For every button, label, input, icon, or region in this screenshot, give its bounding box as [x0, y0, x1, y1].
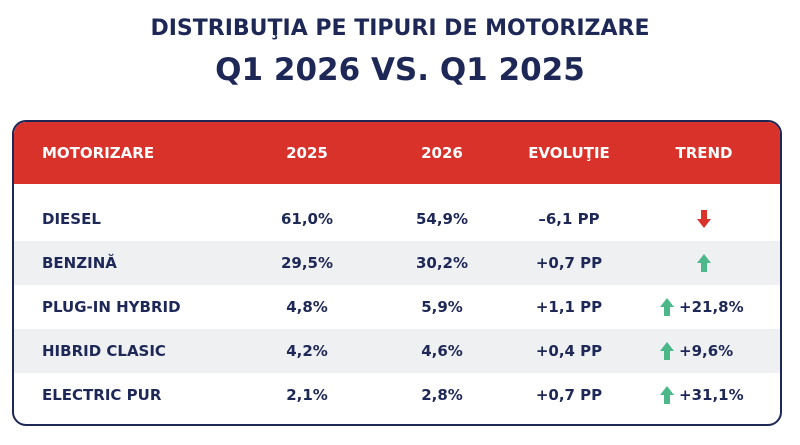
cell: 4,6%: [421, 342, 463, 360]
cell: +0,7 PP: [535, 386, 603, 404]
up-arrow: [660, 386, 674, 404]
cell: 30,2%: [415, 254, 469, 272]
column-header: EVOLUŢIE: [528, 144, 610, 162]
row-label: BENZINĂ: [42, 254, 117, 272]
table-header: MOTORIZARE 2025 2026 EVOLUŢIE TREND: [14, 122, 780, 184]
table-row: HIBRID CLASIC 4,2% 4,6% +0,4 PP +9,6%: [14, 329, 780, 373]
trend: +9,6%: [679, 342, 734, 360]
down-arrow: [697, 210, 711, 228]
cell: –6,1 PP: [538, 210, 600, 228]
column-header: TREND: [675, 144, 733, 162]
row-label: DIESEL: [42, 210, 101, 228]
table: MOTORIZARE 2025 2026 EVOLUŢIE TREND DIES…: [12, 120, 782, 426]
table-row: BENZINĂ 29,5% 30,2% +0,7 PP: [14, 241, 780, 285]
column-header: 2026: [421, 144, 463, 162]
trend: +21,8%: [679, 298, 744, 316]
table-row: DIESEL 61,0% 54,9% –6,1 PP: [14, 197, 780, 241]
row-label: ELECTRIC PUR: [42, 386, 162, 404]
title: DISTRIBUŢIA PE TIPURI DE MOTORIZARE: [150, 16, 650, 41]
row-label: PLUG-IN HYBRID: [42, 298, 181, 316]
cell: +0,7 PP: [535, 254, 603, 272]
subtitle: Q1 2026 VS. Q1 2025: [215, 52, 585, 88]
cell: 2,1%: [286, 386, 328, 404]
up-arrow: [660, 342, 674, 360]
cell: 29,5%: [280, 254, 334, 272]
row-label: HIBRID CLASIC: [42, 342, 166, 360]
column-header: 2025: [286, 144, 328, 162]
column-header: MOTORIZARE: [42, 144, 155, 162]
cell: 5,9%: [421, 298, 463, 316]
cell: 54,9%: [415, 210, 469, 228]
cell: +0,4 PP: [535, 342, 603, 360]
cell: 4,2%: [286, 342, 328, 360]
trend: +31,1%: [679, 386, 744, 404]
cell: 61,0%: [280, 210, 334, 228]
cell: 2,8%: [421, 386, 463, 404]
cell: +1,1 PP: [535, 298, 603, 316]
table-row: PLUG-IN HYBRID 4,8% 5,9% +1,1 PP +21,8%: [14, 285, 780, 329]
table-row: ELECTRIC PUR 2,1% 2,8% +0,7 PP +31,1%: [14, 373, 780, 417]
up-arrow: [660, 298, 674, 316]
up-arrow: [697, 254, 711, 272]
cell: 4,8%: [286, 298, 328, 316]
